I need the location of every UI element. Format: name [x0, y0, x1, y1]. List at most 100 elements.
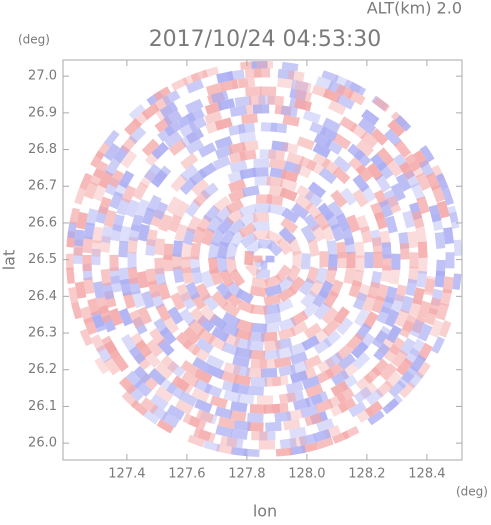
texture-cell — [175, 331, 194, 350]
y-tick-label: 26.1 — [28, 399, 57, 414]
texture-cell — [266, 176, 284, 188]
texture-cell — [185, 98, 204, 114]
texture-cell — [222, 311, 241, 328]
texture-cell — [305, 159, 325, 176]
texture-cell — [316, 437, 335, 451]
texture-cell — [418, 159, 435, 179]
texture-cell — [260, 331, 278, 342]
texture-cell — [141, 138, 160, 157]
texture-cell — [289, 426, 307, 439]
texture-cell — [186, 434, 206, 449]
texture-cell — [66, 267, 75, 284]
texture-cell — [171, 375, 190, 392]
texture-cell — [79, 306, 94, 325]
texture-cell — [283, 418, 301, 431]
texture-cell — [348, 401, 367, 418]
texture-cell — [414, 122, 432, 141]
texture-cell — [384, 308, 400, 328]
texture-cell — [424, 275, 436, 294]
texture-cell — [305, 383, 324, 398]
texture-cell — [230, 428, 248, 440]
texture-cell — [121, 184, 137, 204]
texture-cell — [226, 280, 244, 299]
texture-cell — [182, 227, 197, 246]
texture-cell — [277, 326, 296, 341]
texture-cell — [195, 337, 214, 354]
x-label: lon — [253, 502, 277, 521]
texture-cell — [415, 172, 431, 191]
texture-cell — [210, 90, 229, 104]
texture-cell — [280, 105, 298, 117]
texture-cell — [109, 266, 121, 284]
y-tick-label: 27.0 — [28, 69, 57, 84]
texture-cell — [332, 166, 351, 185]
texture-cell — [337, 397, 357, 413]
texture-cell — [205, 82, 224, 96]
texture-cell — [207, 61, 226, 67]
texture-cell — [327, 392, 347, 408]
texture-cell — [90, 334, 106, 353]
texture-cell — [294, 89, 313, 102]
texture-cell — [226, 437, 244, 449]
texture-cell — [291, 79, 309, 92]
texture-cell — [181, 243, 192, 261]
texture-cell — [200, 270, 215, 289]
texture-cell — [234, 95, 252, 107]
texture-cell — [95, 296, 110, 315]
texture-cell — [371, 329, 389, 349]
y-tick-label: 26.2 — [28, 362, 57, 377]
texture-cell — [343, 266, 356, 285]
texture-cell — [322, 318, 340, 337]
texture-cell — [214, 406, 233, 420]
texture-cell — [188, 116, 207, 132]
texture-cell — [409, 319, 425, 338]
texture-cell — [412, 287, 425, 305]
texture-cell — [249, 285, 267, 298]
texture-cell — [200, 182, 219, 200]
texture-cell — [119, 225, 131, 244]
texture-cell — [219, 229, 236, 248]
texture-cell — [84, 181, 99, 200]
texture-cell — [394, 308, 410, 328]
texture-cell — [229, 455, 247, 457]
texture-cell — [333, 73, 352, 88]
texture-cell — [172, 265, 185, 284]
texture-cell — [205, 354, 225, 370]
texture-cell — [201, 227, 216, 246]
texture-cell — [214, 117, 233, 131]
texture-cell — [415, 226, 427, 244]
texture-cell — [125, 370, 144, 389]
texture-cell — [330, 223, 345, 242]
texture-cell — [244, 250, 254, 266]
texture-cell — [159, 101, 179, 118]
texture-cell — [461, 273, 462, 291]
y-tick-label: 26.8 — [28, 142, 57, 157]
texture-cell — [394, 139, 412, 159]
texture-cell — [388, 380, 406, 398]
texture-cell — [407, 231, 419, 249]
texture-cell — [142, 420, 161, 438]
texture-cell — [419, 144, 437, 163]
texture-cell — [265, 421, 282, 432]
texture-cell — [124, 118, 142, 136]
texture-cell — [247, 421, 264, 432]
texture-cell — [182, 326, 201, 345]
texture-cell — [185, 128, 204, 145]
texture-cell — [395, 357, 413, 376]
texture-cell — [439, 288, 453, 307]
texture-cell — [227, 218, 246, 236]
texture-cell — [320, 223, 336, 242]
texture-cell — [462, 234, 472, 251]
texture-cell — [282, 114, 300, 127]
texture-cell — [130, 332, 148, 351]
texture-cell — [251, 276, 269, 289]
texture-cell — [266, 194, 284, 206]
texture-cell — [66, 191, 76, 209]
texture-cell — [270, 122, 288, 134]
texture-cell — [275, 346, 294, 359]
texture-cell — [435, 302, 450, 321]
texture-cell — [263, 403, 281, 414]
texture-cell — [404, 153, 421, 173]
texture-cell — [431, 213, 444, 231]
